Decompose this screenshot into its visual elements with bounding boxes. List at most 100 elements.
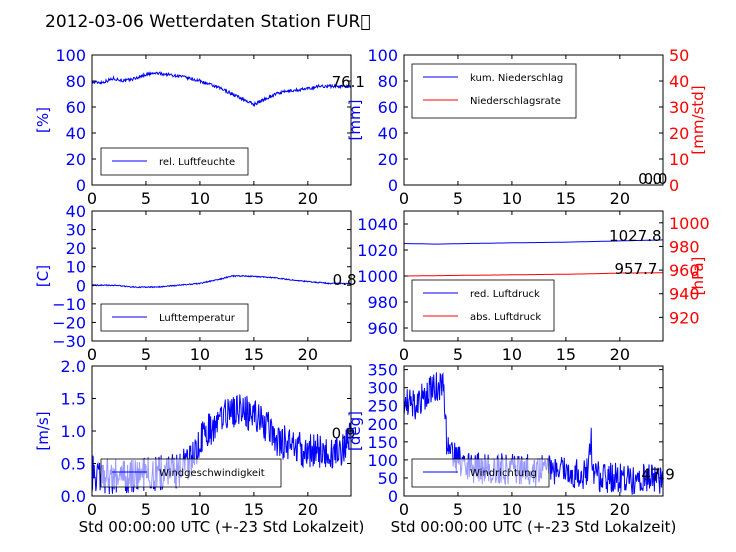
- y2-tick-label: 10: [669, 150, 689, 169]
- x-tick-label: 0: [87, 189, 97, 208]
- x-tick-label: 5: [141, 189, 151, 208]
- axes-frame: [91, 210, 352, 342]
- y-axis-label: [C]: [34, 265, 52, 287]
- y-tick-label: 150: [367, 433, 398, 452]
- y-tick-label: 80: [378, 72, 398, 91]
- y2-tick-label: 40: [669, 72, 689, 91]
- x-tick-label: 5: [453, 189, 463, 208]
- x-tick-label: 20: [610, 189, 630, 208]
- x-tick-label: 5: [141, 345, 151, 364]
- y-tick-label: 100: [367, 451, 398, 470]
- legend-label: rel. Luftfeuchte: [159, 157, 235, 168]
- y-tick-label: 80: [66, 72, 86, 91]
- x-tick-label: 0: [87, 500, 97, 519]
- subplot-1: 0 5 10 15 20 0 20 40 60 80 100 [%] 76.1 rel. Luftfeuc…: [34, 46, 365, 208]
- y-tick-label: 1000: [357, 267, 398, 286]
- y-tick-label: −10: [52, 295, 86, 314]
- y-tick-label: 100: [367, 46, 398, 65]
- x-tick-label: 5: [453, 345, 463, 364]
- x-tick-label: 0: [399, 500, 409, 519]
- value-annotation: 1027.8: [609, 227, 662, 245]
- x-tick-label: 20: [298, 345, 318, 364]
- y-tick-label: 250: [367, 397, 398, 416]
- x-tick-label: 15: [556, 500, 576, 519]
- y-tick-label: 350: [367, 361, 398, 380]
- subplot-5: 0 5 10 15 20 0.0 0.5 1.0 1.5 2.0 [m/s] Std 00:00:00…: [34, 357, 364, 536]
- y-axis-label: [m/s]: [34, 411, 52, 450]
- x-tick-label: 20: [610, 500, 630, 519]
- y-tick-label: 1040: [357, 215, 398, 234]
- x-axis-label: Std 00:00:00 UTC (+-23 Std Lokalzeit): [79, 518, 365, 536]
- subplot-4: 0 5 10 15 20 960 980 1000 1020 1040 920 940 960 980 10…: [357, 210, 710, 364]
- y-tick-label: 960: [367, 319, 398, 338]
- axes-frame: [91, 54, 352, 186]
- x-tick-label: 0: [87, 345, 97, 364]
- x-tick-label: 10: [502, 345, 522, 364]
- x-tick-label: 15: [556, 345, 576, 364]
- y-tick-label: 1.5: [61, 390, 86, 409]
- y-tick-label: −30: [52, 332, 86, 351]
- y-tick-label: 1020: [357, 241, 398, 260]
- y-tick-label: 2.0: [61, 357, 86, 376]
- x-tick-label: 5: [141, 500, 151, 519]
- y-tick-label: 1.0: [61, 422, 86, 441]
- y-tick-label: 0: [76, 176, 86, 195]
- legend-label: Lufttemperatur: [159, 313, 236, 324]
- y-tick-label: 100: [55, 46, 86, 65]
- value-annotation: 0.8: [333, 271, 357, 289]
- y2-axis-label: [mm/std]: [689, 85, 707, 154]
- y-tick-label: 30: [66, 221, 86, 240]
- legend-box: [411, 458, 550, 488]
- y-tick-label: 20: [66, 239, 86, 258]
- y2-tick-label: 960: [669, 261, 700, 280]
- legend-label: kum. Niederschlag: [470, 73, 563, 84]
- y-tick-label: 0.0: [61, 487, 86, 506]
- y-axis-label: [%]: [34, 107, 52, 133]
- y-tick-label: 40: [66, 124, 86, 143]
- value-annotation: 47.9: [641, 466, 674, 484]
- x-tick-label: 10: [502, 189, 522, 208]
- y-tick-label: 40: [378, 124, 398, 143]
- value-annotation: 0.9: [332, 425, 356, 443]
- x-axis-label: Std 00:00:00 UTC (+-23 Std Lokalzeit): [391, 518, 677, 536]
- x-tick-label: 10: [190, 500, 210, 519]
- y-tick-label: 20: [378, 150, 398, 169]
- x-tick-label: 20: [298, 500, 318, 519]
- axes-frame: [403, 365, 664, 497]
- series-line: [404, 272, 663, 277]
- series-line: [91, 274, 352, 289]
- legend-box: [100, 458, 282, 488]
- y-tick-label: 300: [367, 379, 398, 398]
- series-line: [403, 239, 664, 245]
- axes-frame: [403, 54, 664, 186]
- x-tick-label: 10: [190, 345, 210, 364]
- x-tick-label: 0: [399, 189, 409, 208]
- y-tick-label: 10: [66, 258, 86, 277]
- legend-box: [411, 279, 555, 332]
- x-tick-label: 5: [453, 500, 463, 519]
- y-axis-label: [deg]: [346, 411, 364, 451]
- x-tick-label: 15: [556, 189, 576, 208]
- y-axis-label: [mm]: [346, 100, 364, 141]
- y-tick-label: 60: [66, 98, 86, 117]
- y-tick-label: 980: [367, 293, 398, 312]
- y2-axis-label: [hPa]: [689, 257, 707, 296]
- x-tick-label: 15: [244, 500, 264, 519]
- value-annotation: 957.7: [614, 260, 657, 278]
- x-tick-label: 20: [298, 189, 318, 208]
- y-tick-label: 20: [66, 150, 86, 169]
- subplot-2: 0 5 10 15 20 0 20 40 60 80 100 [mm] 0 10 20 30 40 50 [mm/s…: [346, 46, 707, 208]
- legend-label: Windrichtung: [470, 468, 537, 479]
- y2-tick-label: 20: [669, 124, 689, 143]
- y2-tick-label: 0: [669, 176, 679, 195]
- legend-label: abs. Luftdruck: [470, 312, 541, 323]
- x-tick-label: 10: [502, 500, 522, 519]
- y-tick-label: 50: [378, 469, 398, 488]
- y-tick-label: 200: [367, 415, 398, 434]
- y-tick-label: 0: [388, 176, 398, 195]
- y-tick-label: 40: [66, 202, 86, 221]
- value-annotation: 76.1: [332, 73, 365, 91]
